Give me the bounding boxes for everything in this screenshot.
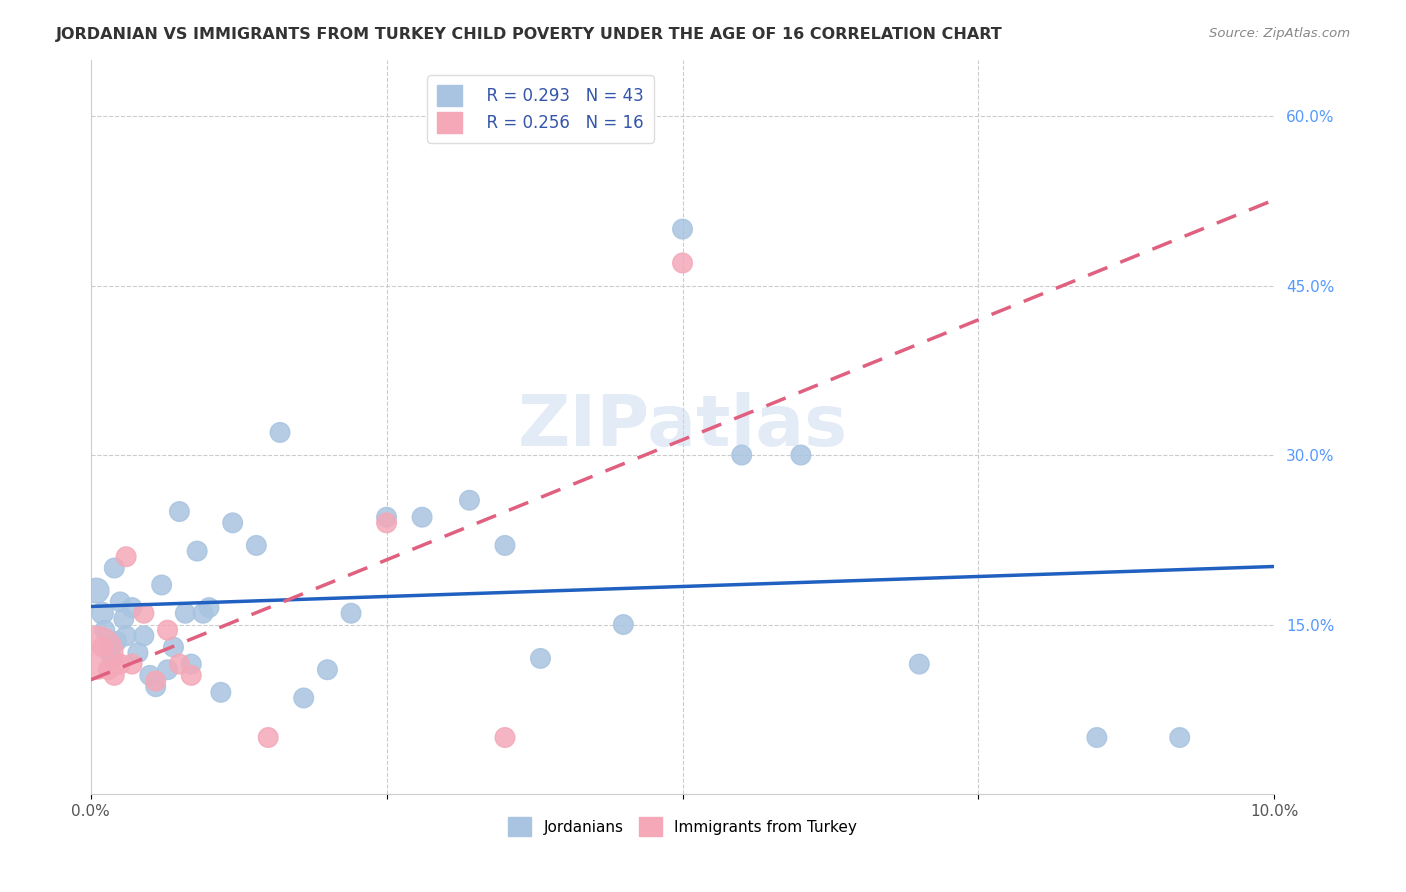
Point bbox=[97, 663, 120, 677]
Point bbox=[121, 657, 143, 671]
Point bbox=[180, 657, 202, 671]
Point bbox=[494, 538, 516, 552]
Point bbox=[139, 668, 162, 682]
Point bbox=[145, 673, 167, 688]
Point bbox=[112, 612, 135, 626]
Point bbox=[174, 606, 197, 620]
Point bbox=[198, 600, 221, 615]
Point bbox=[132, 629, 155, 643]
Point bbox=[245, 538, 267, 552]
Point bbox=[169, 657, 191, 671]
Point bbox=[340, 606, 363, 620]
Point bbox=[209, 685, 232, 699]
Text: Source: ZipAtlas.com: Source: ZipAtlas.com bbox=[1209, 27, 1350, 40]
Point bbox=[269, 425, 291, 440]
Point bbox=[1085, 731, 1108, 745]
Point bbox=[790, 448, 813, 462]
Point bbox=[156, 623, 179, 637]
Point bbox=[612, 617, 634, 632]
Point bbox=[316, 663, 339, 677]
Point bbox=[671, 222, 693, 236]
Point bbox=[105, 634, 128, 648]
Point bbox=[375, 516, 398, 530]
Point bbox=[101, 651, 124, 665]
Point bbox=[671, 256, 693, 270]
Point bbox=[86, 646, 108, 660]
Point bbox=[150, 578, 173, 592]
Point bbox=[257, 731, 280, 745]
Point bbox=[529, 651, 551, 665]
Point bbox=[180, 668, 202, 682]
Legend: Jordanians, Immigrants from Turkey: Jordanians, Immigrants from Turkey bbox=[499, 808, 866, 845]
Point bbox=[91, 640, 114, 654]
Point bbox=[411, 510, 433, 524]
Point bbox=[115, 549, 138, 564]
Point bbox=[162, 640, 184, 654]
Point bbox=[1168, 731, 1191, 745]
Point bbox=[97, 640, 120, 654]
Point bbox=[221, 516, 243, 530]
Point bbox=[458, 493, 481, 508]
Point bbox=[375, 510, 398, 524]
Point bbox=[292, 690, 315, 705]
Text: JORDANIAN VS IMMIGRANTS FROM TURKEY CHILD POVERTY UNDER THE AGE OF 16 CORRELATIO: JORDANIAN VS IMMIGRANTS FROM TURKEY CHIL… bbox=[56, 27, 1002, 42]
Point bbox=[127, 646, 149, 660]
Point bbox=[132, 606, 155, 620]
Point bbox=[103, 561, 125, 575]
Text: ZIPatlas: ZIPatlas bbox=[517, 392, 848, 461]
Point bbox=[91, 606, 114, 620]
Point bbox=[169, 504, 191, 518]
Point bbox=[145, 680, 167, 694]
Point bbox=[731, 448, 754, 462]
Point bbox=[94, 623, 117, 637]
Point bbox=[86, 583, 108, 598]
Point bbox=[494, 731, 516, 745]
Point bbox=[108, 657, 131, 671]
Point bbox=[121, 600, 143, 615]
Point bbox=[103, 668, 125, 682]
Point bbox=[186, 544, 208, 558]
Point bbox=[156, 663, 179, 677]
Point bbox=[908, 657, 931, 671]
Point bbox=[191, 606, 214, 620]
Point bbox=[115, 629, 138, 643]
Point bbox=[108, 595, 131, 609]
